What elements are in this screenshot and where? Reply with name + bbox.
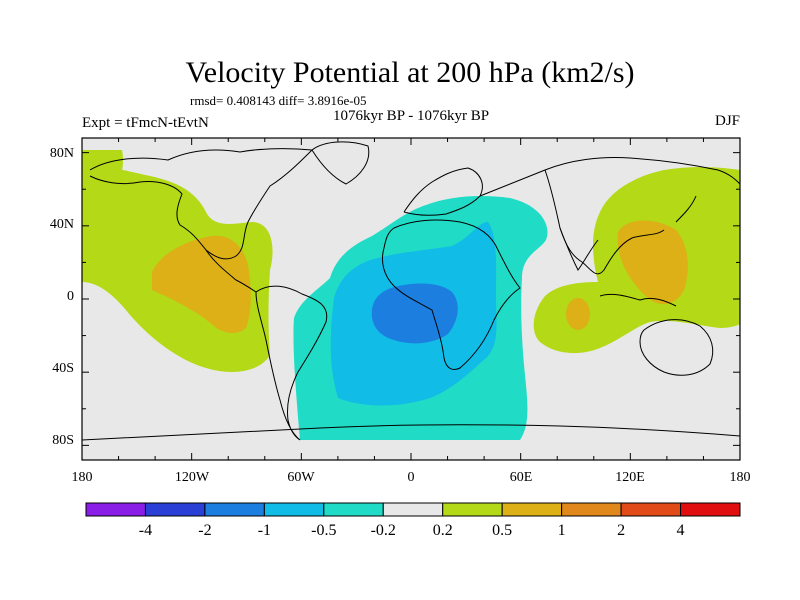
- colorbar-swatch: [620, 502, 682, 517]
- lon-label-0: 0: [408, 470, 415, 485]
- coast-japan: [675, 195, 697, 223]
- contour-pos-mid-indian-ocean: [566, 298, 590, 330]
- lon-label-60w: 60W: [287, 470, 315, 485]
- lon-label-60e: 60E: [510, 470, 533, 485]
- colorbar-label: -2: [198, 522, 211, 539]
- lat-label-0: 0: [67, 289, 74, 304]
- colorbar-swatch: [382, 502, 444, 517]
- colorbar-label: 4: [677, 522, 685, 539]
- season-label: DJF: [715, 113, 740, 129]
- coastlines: [82, 141, 740, 441]
- lon-label-180w: 180: [72, 470, 93, 485]
- longitude-labels: 180 120W 60W 0 60E 120E 180: [72, 470, 751, 485]
- lat-label-40s: 40S: [52, 361, 74, 376]
- colorbar-label: 0.2: [433, 522, 453, 539]
- map-panel: [81, 137, 741, 461]
- coast-central-america: [205, 249, 257, 293]
- lon-label-180e: 180: [730, 470, 751, 485]
- contour-fields: [82, 141, 740, 441]
- colorbar-swatch: [85, 502, 146, 517]
- lon-label-120e: 120E: [615, 470, 645, 485]
- latitude-labels: 80N 40N 0 40S 80S: [50, 146, 74, 448]
- contour-pos-mid-asia: [617, 220, 688, 305]
- contour-pos-weak-arctic-west: [82, 150, 124, 202]
- lat-label-80n: 80N: [50, 146, 74, 161]
- colorbar-swatch: [263, 502, 325, 517]
- coast-eurasia: [479, 157, 740, 275]
- plot-title: Velocity Potential at 200 hPa (km2/s): [185, 56, 634, 89]
- experiment-label: Expt = tFmcN-tEvtN: [82, 115, 209, 131]
- colorbar-swatch: [323, 502, 384, 517]
- colorbar: -4 -2 -1 -0.5 -0.2 0.2 0.5 1 2 4: [85, 502, 741, 539]
- colorbar-label: 2: [617, 522, 625, 539]
- map-ticks: [81, 138, 741, 460]
- lat-label-40n: 40N: [50, 217, 74, 232]
- lat-label-80s: 80S: [52, 433, 74, 448]
- stats-label: rmsd= 0.408143 diff= 3.8916e-05: [190, 93, 367, 108]
- coast-africa: [381, 219, 521, 371]
- colorbar-swatch: [680, 502, 741, 517]
- colorbar-swatch: [442, 502, 503, 517]
- contour-pos-mid-americas: [152, 235, 251, 334]
- contour-neg-strong: [371, 283, 458, 344]
- coast-north-america: [89, 148, 314, 260]
- colorbar-label: -0.2: [371, 522, 396, 539]
- period-label: 1076kyr BP - 1076kyr BP: [333, 108, 489, 124]
- coast-maritime: [599, 293, 677, 307]
- coast-australia: [639, 319, 714, 376]
- colorbar-label: -0.5: [311, 522, 336, 539]
- colorbar-label: -1: [258, 522, 271, 539]
- colorbar-label: -4: [139, 522, 152, 539]
- colorbar-swatch: [144, 502, 206, 517]
- colorbar-swatch: [561, 502, 622, 517]
- colorbar-label: 0.5: [492, 522, 512, 539]
- coast-antarctica: [82, 424, 740, 441]
- coast-india: [559, 227, 599, 271]
- colorbar-label: 1: [558, 522, 566, 539]
- coast-europe: [403, 167, 483, 216]
- colorbar-swatch: [501, 502, 563, 517]
- lon-label-120w: 120W: [175, 470, 210, 485]
- colorbar-swatch: [204, 502, 265, 517]
- coast-south-america: [255, 285, 328, 441]
